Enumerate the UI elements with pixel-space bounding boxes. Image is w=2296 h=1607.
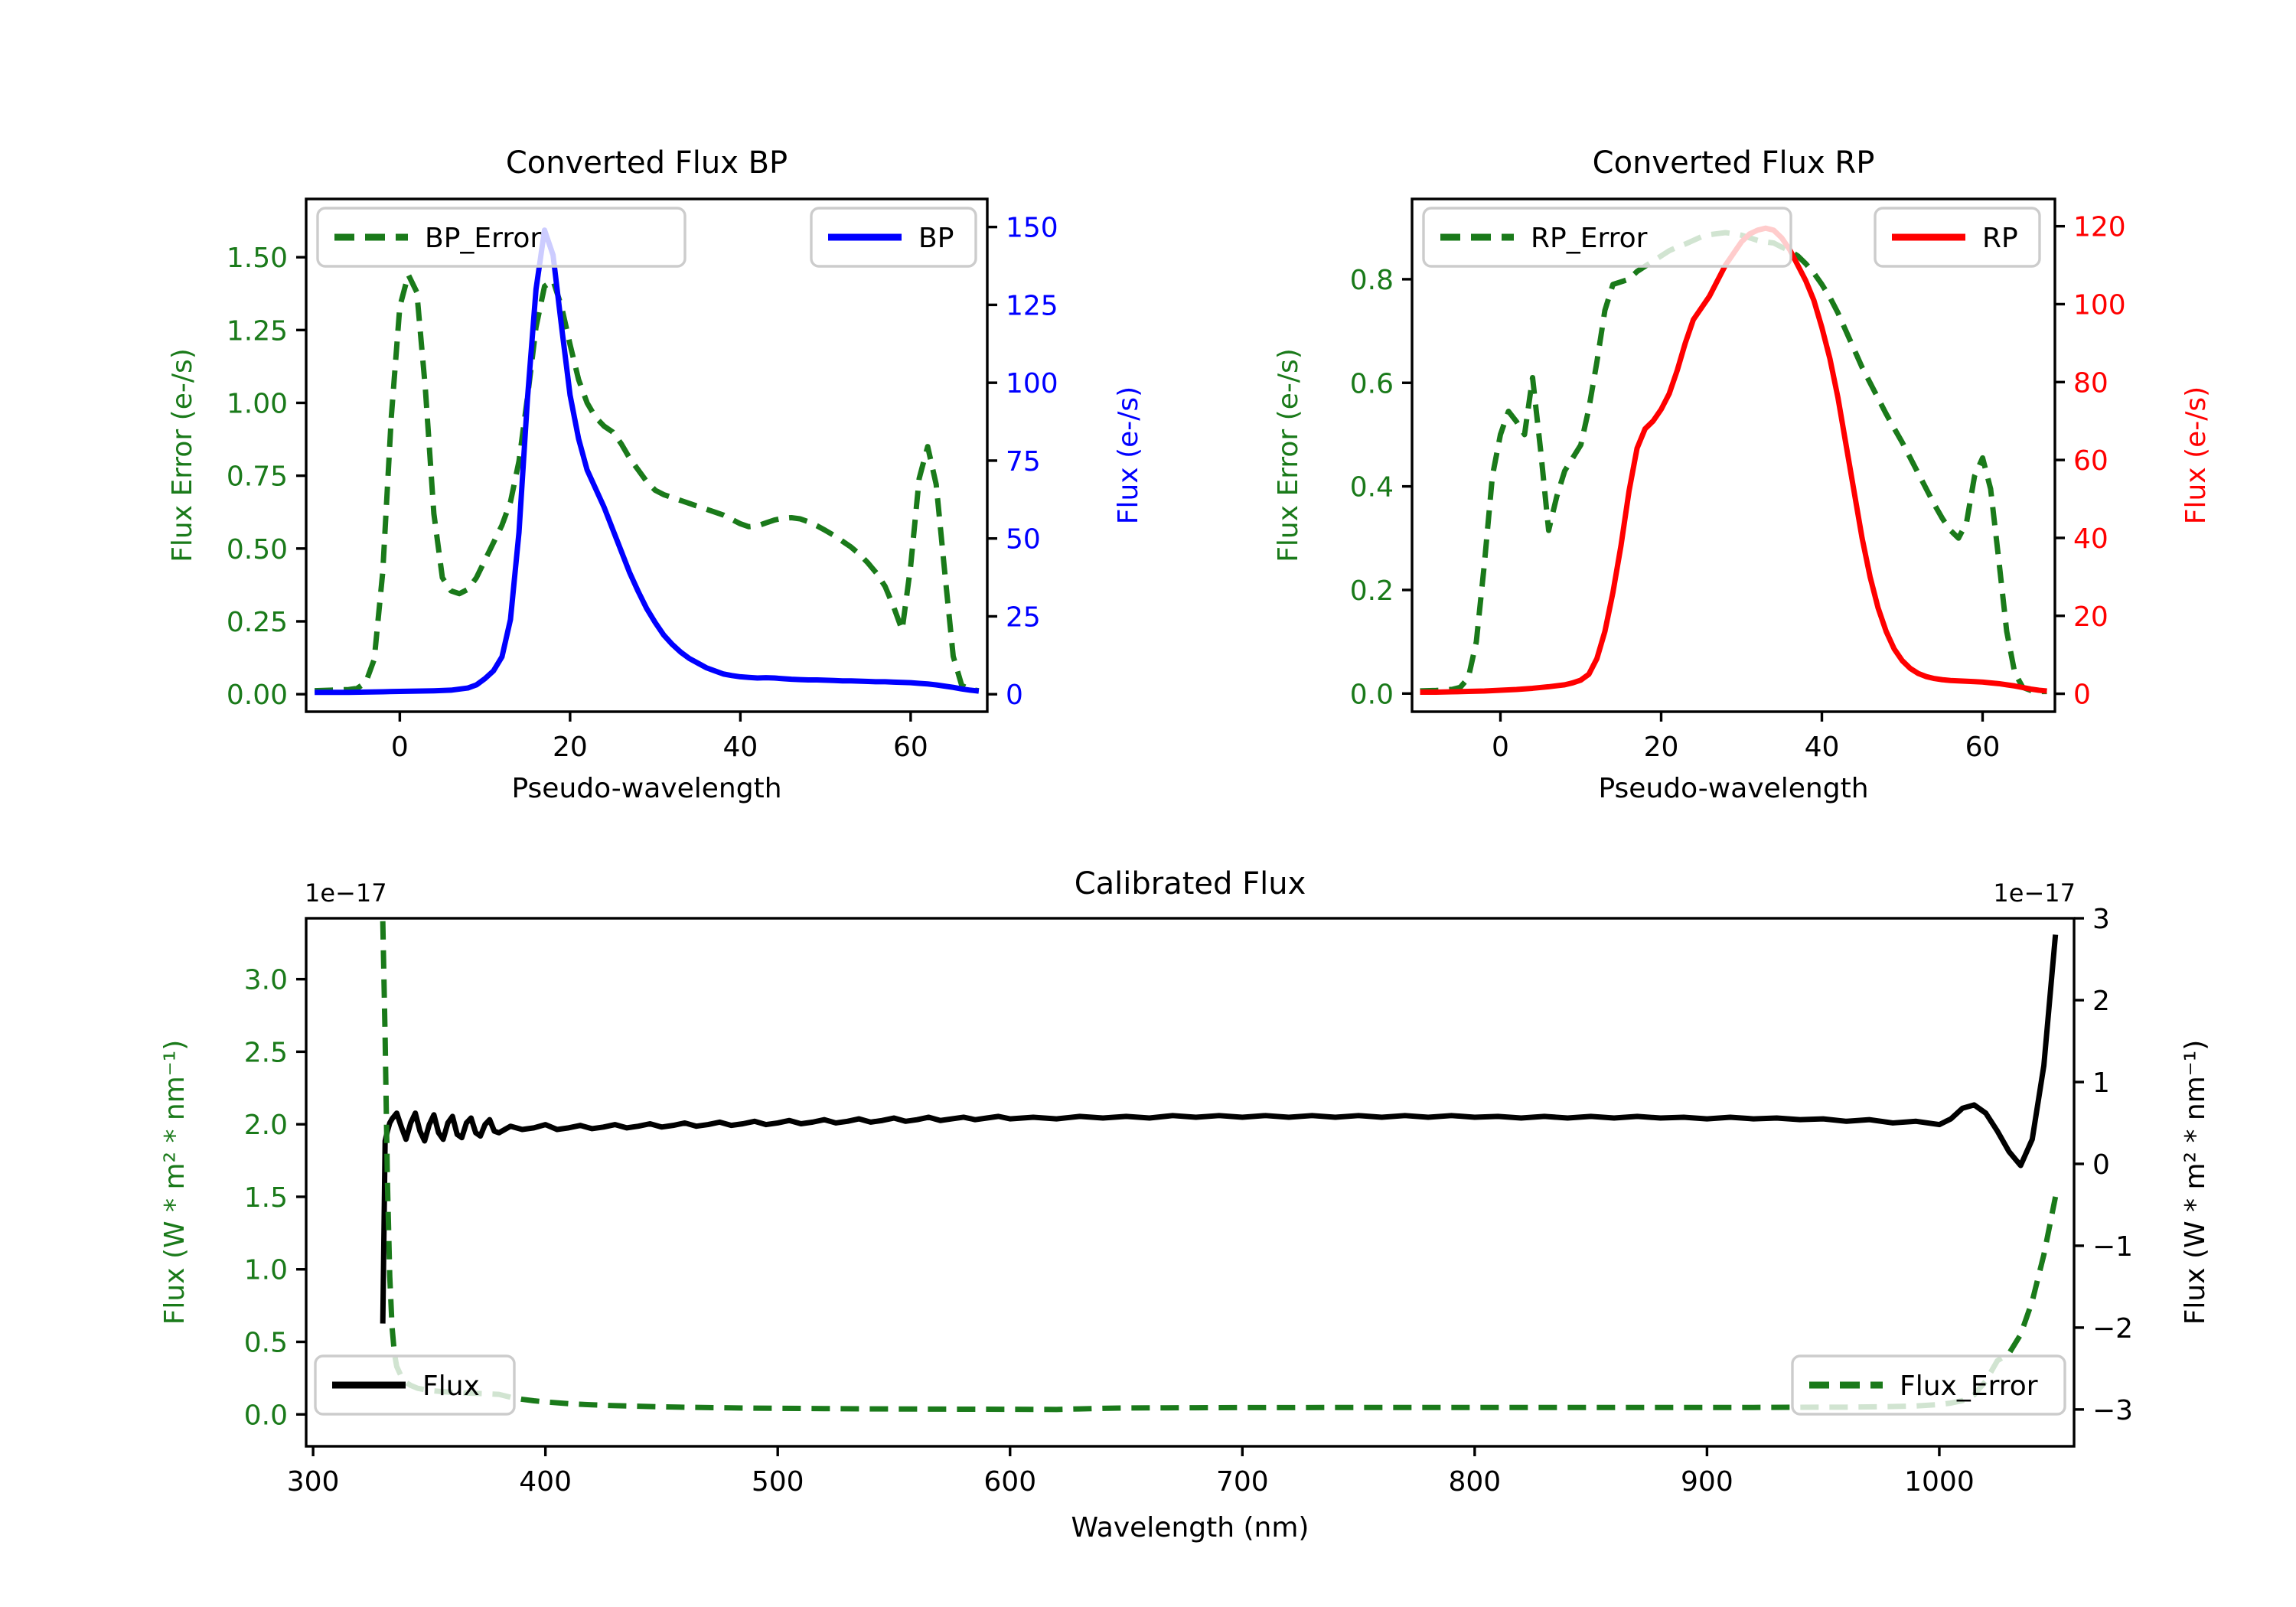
panel-title: Calibrated Flux xyxy=(1075,866,1306,901)
y-tick-label-left: 0.50 xyxy=(227,534,288,566)
x-tick-label: 0 xyxy=(1492,732,1509,763)
y-tick-label-left: 0.8 xyxy=(1350,265,1394,296)
y-axis-label-left: Flux (W * m² * nm⁻¹) xyxy=(159,1040,191,1325)
y-tick-label-left: 0.00 xyxy=(227,680,288,711)
y-axis-label-right: Flux (e-/s) xyxy=(2180,386,2212,524)
legend-right[interactable]: RP xyxy=(1874,207,2041,268)
y-tick-label-left: 0.6 xyxy=(1350,368,1394,399)
y-tick-label-right: 25 xyxy=(1006,601,1041,633)
series-rp xyxy=(1420,225,2047,696)
legend-right-label: RP xyxy=(1982,223,2018,254)
legend-flux-error[interactable]: Flux_Error xyxy=(1791,1354,2066,1416)
x-tick-label: 40 xyxy=(1805,732,1840,763)
y-axis-label-left: Flux Error (e-/s) xyxy=(167,348,198,562)
x-tick-label: 60 xyxy=(1965,732,2001,763)
y-tick-label-right: −2 xyxy=(2092,1313,2133,1345)
y-tick-label-left: 0.4 xyxy=(1350,472,1394,504)
x-tick-label: 300 xyxy=(287,1466,340,1498)
y-tick-label-left: 0.0 xyxy=(244,1400,288,1431)
y-tick-label-right: 40 xyxy=(2073,523,2108,555)
y-tick-label-left: 1.00 xyxy=(227,388,288,419)
y-tick-label-right: 75 xyxy=(1006,446,1041,478)
x-tick-label: 1000 xyxy=(1904,1466,1975,1498)
legend-flux-error-label: Flux_Error xyxy=(1900,1371,2038,1402)
y-tick-label-left: 0.2 xyxy=(1350,575,1394,607)
y-tick-label-right: 2 xyxy=(2092,986,2110,1017)
axes-frame xyxy=(1411,197,2056,713)
y-tick-label-right: 120 xyxy=(2073,212,2126,243)
x-tick-label: 600 xyxy=(983,1466,1036,1498)
x-tick-label: 40 xyxy=(722,732,758,763)
x-tick-label: 60 xyxy=(893,732,928,763)
y-tick-label-right: −3 xyxy=(2092,1395,2133,1426)
y-tick-label-left: 2.0 xyxy=(244,1110,288,1141)
series-bp xyxy=(315,227,980,696)
y-tick-label-right: −1 xyxy=(2092,1231,2133,1263)
y-tick-label-right: 125 xyxy=(1006,290,1058,321)
legend-flux-box xyxy=(314,1354,516,1416)
legend-flux[interactable]: Flux xyxy=(314,1354,516,1416)
y-tick-label-right: 150 xyxy=(1006,213,1058,244)
y-axis-label-right: Flux (W * m² * nm⁻¹) xyxy=(2180,1040,2211,1325)
legend-left-box xyxy=(1422,207,1792,268)
series-rp_error xyxy=(1420,230,2047,695)
y-offset-right: 1e−17 xyxy=(1993,878,2076,908)
axes-frame xyxy=(305,197,989,713)
y-tick-label-left: 3.0 xyxy=(244,965,288,996)
y-tick-label-left: 1.25 xyxy=(227,315,288,347)
x-axis-label: Pseudo-wavelength xyxy=(511,773,781,804)
legend-flux-error-box xyxy=(1791,1354,2066,1416)
legend-left[interactable]: RP_Error xyxy=(1422,207,1792,268)
y-tick-label-right: 0 xyxy=(1006,680,1023,711)
y-offset-left: 1e−17 xyxy=(305,878,387,908)
series-flux xyxy=(380,934,2059,1324)
x-axis-label: Pseudo-wavelength xyxy=(1598,773,1868,804)
x-tick-label: 20 xyxy=(553,732,588,763)
y-axis-label-right: Flux (e-/s) xyxy=(1113,386,1144,524)
y-tick-label-left: 1.0 xyxy=(244,1255,288,1286)
panel-title: Converted Flux BP xyxy=(506,145,788,181)
y-tick-label-right: 0 xyxy=(2073,680,2091,711)
x-tick-label: 0 xyxy=(391,732,409,763)
y-tick-label-left: 0.0 xyxy=(1350,679,1394,710)
y-tick-label-right: 60 xyxy=(2073,445,2108,477)
series-bp_error xyxy=(315,272,980,694)
x-axis-label: Wavelength (nm) xyxy=(1071,1512,1309,1543)
legend-flux-label: Flux xyxy=(422,1371,480,1402)
y-tick-label-left: 1.50 xyxy=(227,243,288,274)
x-tick-label: 700 xyxy=(1216,1466,1269,1498)
y-tick-label-left: 0.75 xyxy=(227,461,288,493)
panel-calibrated-flux: Calibrated Flux 1e−17 1e−17 300 400 500 600 700… xyxy=(0,811,2296,1607)
y-tick-label-right: 1 xyxy=(2092,1068,2110,1099)
x-tick-label: 20 xyxy=(1644,732,1679,763)
y-tick-label-left: 1.5 xyxy=(244,1182,288,1214)
y-tick-label-right: 20 xyxy=(2073,601,2108,633)
x-tick-label: 900 xyxy=(1681,1466,1733,1498)
y-tick-label-right: 0 xyxy=(2092,1149,2110,1181)
y-tick-label-right: 100 xyxy=(1006,368,1058,399)
x-tick-label: 800 xyxy=(1448,1466,1501,1498)
legend-left-label: BP_Error xyxy=(425,223,541,254)
panel-title: Converted Flux RP xyxy=(1593,145,1875,181)
legend-right-label: BP xyxy=(918,223,954,254)
y-tick-label-left: 2.5 xyxy=(244,1037,288,1068)
y-axis-label-left: Flux Error (e-/s) xyxy=(1273,348,1304,562)
x-tick-label: 500 xyxy=(752,1466,804,1498)
legend-left-label: RP_Error xyxy=(1531,223,1648,254)
legend-left-box xyxy=(316,207,687,268)
x-tick-label: 400 xyxy=(519,1466,572,1498)
y-tick-label-right: 50 xyxy=(1006,524,1041,556)
legend-left[interactable]: BP_Error xyxy=(316,207,687,268)
series-flux_error xyxy=(380,921,2059,1413)
panel-converted-flux-bp: Converted Flux BP 0 20 40 60 Pseudo-wavelengt… xyxy=(0,0,1148,811)
y-tick-label-right: 3 xyxy=(2092,904,2110,935)
legend-right[interactable]: BP xyxy=(810,207,977,268)
y-tick-label-left: 0.5 xyxy=(244,1328,288,1359)
y-tick-label-left: 0.25 xyxy=(227,607,288,638)
axes-frame xyxy=(305,917,2076,1448)
y-tick-label-right: 100 xyxy=(2073,289,2126,321)
panel-converted-flux-rp: Converted Flux RP 0 20 40 60 Pseudo-wavelengt… xyxy=(1148,0,2296,811)
y-tick-label-right: 80 xyxy=(2073,367,2108,399)
